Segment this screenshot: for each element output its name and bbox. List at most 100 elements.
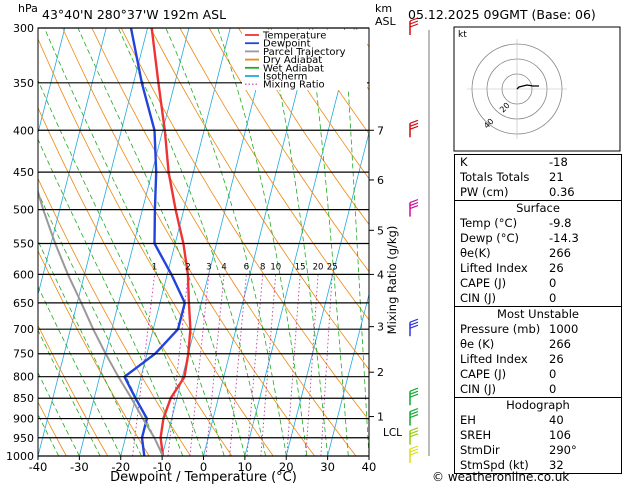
isotherm-line: [120, 28, 231, 456]
mixing-ratio-label: 4: [221, 262, 226, 272]
wind-barb-flag: [409, 410, 419, 416]
isotherm-line: [244, 28, 355, 456]
hodograph-param-row: StmSpd (kt) 32: [455, 458, 621, 473]
pressure-tick-label: 300: [13, 22, 34, 35]
axes: 3003504004505005506006507007508008509009…: [6, 2, 402, 485]
wet-adiabat-line: [308, 28, 349, 456]
legend-entry: Dry Adiabat: [263, 55, 322, 66]
surface-row: Lifted Index 26: [455, 261, 621, 276]
surface-value: -9.8: [549, 216, 572, 230]
dry-adiabat-line: [179, 28, 369, 321]
km-tick-label: 4: [377, 268, 384, 281]
hodograph-unit-label: kt: [458, 30, 467, 40]
wet-adiabat-line: [38, 329, 101, 456]
mixing-ratio-line: [246, 274, 264, 456]
km-tick-label: 1: [377, 411, 384, 424]
mixing-ratio-label: 3: [206, 262, 211, 272]
x-axis-label: Dewpoint / Temperature (°C): [110, 470, 297, 485]
wind-barb-flag: [409, 20, 419, 25]
km-tick-label: 2: [377, 366, 384, 379]
x-tick-label: 0: [200, 460, 207, 474]
legend-entry: Mixing Ratio: [263, 80, 325, 91]
wind-barb-flag: [409, 17, 419, 22]
hodograph-trace: [516, 84, 539, 90]
isotherm-line: [38, 28, 66, 135]
wet-adiabat-line: [38, 79, 204, 456]
asl-unit-label: ASL: [375, 15, 397, 28]
isotherm-line: [203, 28, 314, 456]
mixing-ratio-label: 20: [313, 262, 324, 272]
most-unstable-value: 0: [549, 367, 557, 381]
isotherm-line: [285, 131, 369, 456]
indices-panel: K -18 Totals Totals 21 PW (cm) 0.36 Surface T…: [454, 154, 622, 474]
pressure-tick-label: 600: [13, 268, 34, 281]
surface-label: Lifted Index: [460, 261, 528, 275]
wind-barb-flag: [409, 199, 419, 204]
isotherm-line: [327, 292, 369, 456]
most-unstable-label: Pressure (mb): [460, 322, 541, 336]
pressure-tick-label: 950: [13, 432, 34, 445]
wind-barb-flag: [409, 430, 419, 435]
surface-row: Dewp (°C) -14.3: [455, 231, 621, 246]
most-unstable-label: Lifted Index: [460, 352, 528, 366]
index-value: 21: [549, 170, 564, 184]
index-row: Totals Totals 21: [455, 170, 621, 185]
legend-entry: Isotherm: [263, 72, 307, 83]
legend-box: [242, 30, 367, 90]
surface-value: 266: [549, 246, 571, 260]
surface-label: θe(K): [460, 246, 491, 260]
surface-label: Dewp (°C): [460, 231, 520, 245]
hodograph-param-value: 32: [549, 458, 564, 472]
wind-barb-flag: [409, 125, 419, 130]
legend-entry: Dewpoint: [263, 39, 311, 50]
pressure-tick-label: 800: [13, 371, 34, 384]
wind-barb-flag: [409, 407, 419, 413]
x-tick-label: 40: [362, 460, 377, 474]
wind-barb-flag: [409, 390, 419, 395]
location-label: 43°40'N 280°37'W 192m ASL: [42, 7, 227, 22]
hodograph-param-value: 106: [549, 428, 571, 442]
wind-barb-flag: [409, 451, 419, 456]
km-tick-label: 5: [377, 224, 384, 237]
wet-adiabat-line: [266, 28, 328, 456]
x-tick-label: -40: [29, 460, 48, 474]
hodograph-param-value: 40: [549, 413, 564, 427]
dry-adiabat-line: [238, 28, 369, 226]
wind-barb-flag: [409, 393, 419, 398]
most-unstable-title: Most Unstable: [497, 307, 579, 321]
dry-adiabat-line: [38, 401, 67, 456]
surface-label: CAPE (J): [460, 276, 507, 290]
dry-adiabat-line: [120, 28, 369, 421]
credit-label: © weatheronline.co.uk: [432, 470, 570, 484]
wind-barb-flag: [409, 448, 419, 453]
most-unstable-label: CAPE (J): [460, 367, 507, 381]
hodograph-param-label: StmSpd (kt): [460, 458, 529, 472]
x-tick-label: -20: [111, 460, 130, 474]
mixing-ratio-label: 1: [152, 262, 157, 272]
hodograph-param-label: SREH: [460, 428, 492, 442]
surface-row: θe(K) 266: [455, 246, 621, 261]
km-unit-label: km: [375, 2, 392, 15]
datetime-label: 05.12.2025 09GMT (Base: 06): [408, 7, 596, 22]
km-tick-label: 6: [377, 174, 384, 187]
dry-adiabat-line: [38, 324, 109, 456]
surface-value: -14.3: [549, 231, 579, 245]
surface-row: CIN (J) 0: [455, 291, 621, 306]
index-value: 0.36: [549, 185, 575, 199]
surface-label: Temp (°C): [460, 216, 518, 230]
wind-barb-flag: [409, 122, 419, 127]
most-unstable-value: 26: [549, 352, 564, 366]
hodograph-param-row: EH 40: [455, 413, 621, 428]
pressure-tick-label: 850: [13, 392, 34, 405]
mixing-ratio-label: 6: [244, 262, 249, 272]
pressure-tick-label: 650: [13, 297, 34, 310]
pressure-tick-label: 750: [13, 348, 34, 361]
most-unstable-value: 0: [549, 382, 557, 396]
lcl-label: LCL: [383, 427, 402, 439]
wind-barb-flag: [409, 445, 419, 450]
hodograph-param-value: 290°: [549, 443, 577, 457]
surface-value: 0: [549, 276, 557, 290]
index-label: Totals Totals: [460, 170, 530, 184]
pressure-tick-label: 450: [13, 166, 34, 179]
isotherm-line: [161, 28, 273, 456]
